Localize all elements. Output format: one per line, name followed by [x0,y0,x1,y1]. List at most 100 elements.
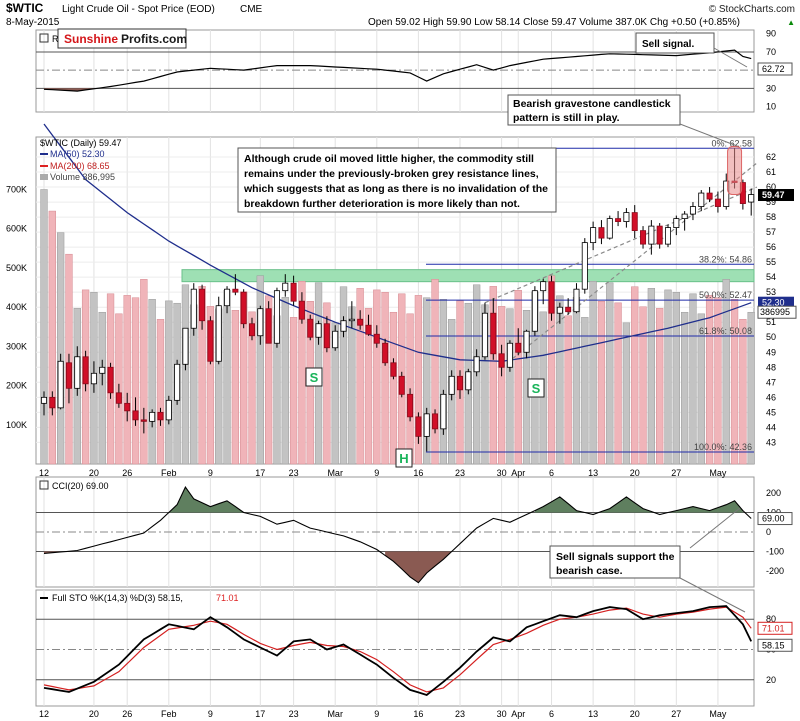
candle [506,340,513,372]
candle [581,238,588,294]
head-marker: H [395,448,413,468]
candle-body-up [590,227,597,244]
candle-body-up [540,281,547,292]
svg-text:breakdown further deterioratio: breakdown further deterioration is more … [244,198,520,210]
candle [140,407,147,434]
candle-body-down [357,318,364,326]
price-tick-label: 61 [766,167,776,177]
volume-bar [323,302,331,465]
candle-body-up [423,413,430,437]
candle-body-down [382,342,389,364]
fib-label: 50.0%: 52.47 [699,290,752,300]
candle [315,320,322,345]
volume-bar [581,317,589,465]
volume-bar [223,290,231,465]
candle [515,328,522,356]
candle-body-down [656,225,663,245]
sto-k-box [757,638,793,652]
volume-bar [656,308,664,465]
candle-body-down [207,320,214,362]
svg-text:remains under the previously-b: remains under the previously-broken grey… [244,168,539,180]
candle-body-up [57,360,64,409]
rsi-value-box [757,62,793,76]
ma50-tag: 52.30 [758,296,794,309]
volume-bar [348,306,356,465]
last-price-box [758,189,794,202]
candle-body-up [165,399,172,421]
x-axis-label-bottom: 20 [630,709,640,719]
candle [598,220,605,245]
candle-body-up [257,308,264,337]
candle-body-down [456,375,463,391]
sto-d-value: 71.01 [762,623,785,633]
x-axis-label-bottom: 12 [39,709,49,719]
volume-tick-label: 700K [6,184,27,194]
volume-bar [672,291,680,465]
volume-bar [647,288,656,465]
candle [656,223,663,249]
candle-body-down [373,333,380,344]
last-price-tag: 59.47 [758,189,794,202]
x-axis-label-bottom: 20 [89,709,99,719]
x-axis-label-bottom: 9 [208,709,213,719]
candle-body-up [74,356,81,389]
candle [673,215,680,236]
sto-label-prefix: Full STO %K(14,3) %D(3) 58.15, [52,593,183,603]
marker-box [527,378,545,398]
price-tick-label: 45 [766,407,776,417]
svg-text:Bearish gravestone candlestick: Bearish gravestone candlestick [513,98,671,110]
x-axis-label: 9 [374,468,379,478]
price-tick-label: 51 [766,317,776,327]
candle-body-down [248,323,255,337]
candle-body-up [573,288,580,313]
candle [340,316,347,338]
candle-body-up [689,206,696,215]
candle [689,202,696,221]
svg-text:pattern is still in play.: pattern is still in play. [513,112,620,124]
cci-last-value-tag: 69.00 [757,512,793,526]
main-analysis-note: Although crude oil moved little higher, … [237,147,557,213]
x-axis-label-bottom: 27 [671,709,681,719]
candle [215,296,222,365]
candle-body-up [623,212,630,222]
candle-body-down [65,362,72,389]
candle [706,187,713,203]
volume-bar [589,281,597,465]
candle-body-down [140,419,147,422]
quote-line: Open 59.02 High 59.90 Low 58.14 Close 59… [368,17,740,28]
fib-label: 0%: 62.58 [711,138,752,148]
x-axis-label-bottom: Feb [161,709,177,719]
rsi-tick-label: 90 [766,29,776,39]
fib-label: 61.8%: 50.08 [699,326,752,336]
price-tick-label: 50 [766,332,776,342]
candle [357,310,364,330]
candle [398,371,405,398]
volume-bar [414,295,423,465]
candle-body-down [407,393,414,418]
volume-bar [739,319,747,465]
rsi-line [43,49,752,92]
volume-bar [572,297,581,465]
candle [523,329,530,359]
x-axis-label-bottom: 26 [122,709,132,719]
price-tick-label: 53 [766,287,776,297]
volume-tick-label: 200K [6,381,27,391]
cci-label: CCI(20) 69.00 [52,481,109,491]
candle-body-down [157,411,164,421]
candle [207,316,214,365]
candle-body-up [523,330,530,353]
cci-overbought-fill [601,496,652,513]
marker-letter: H [399,451,408,466]
candle-body-down [615,218,622,222]
candle [65,353,72,404]
candle [90,361,97,393]
price-tick-label: 54 [766,272,776,282]
volume-bar [123,295,131,465]
candle-body-up [748,194,755,203]
x-axis-label: 27 [671,468,681,478]
price-layer: 6261605958575655545352515049484746454443… [6,123,797,468]
candle [124,392,131,422]
candle-body-up [481,312,488,358]
candle [681,211,688,231]
gravestone-highlight [727,145,743,196]
